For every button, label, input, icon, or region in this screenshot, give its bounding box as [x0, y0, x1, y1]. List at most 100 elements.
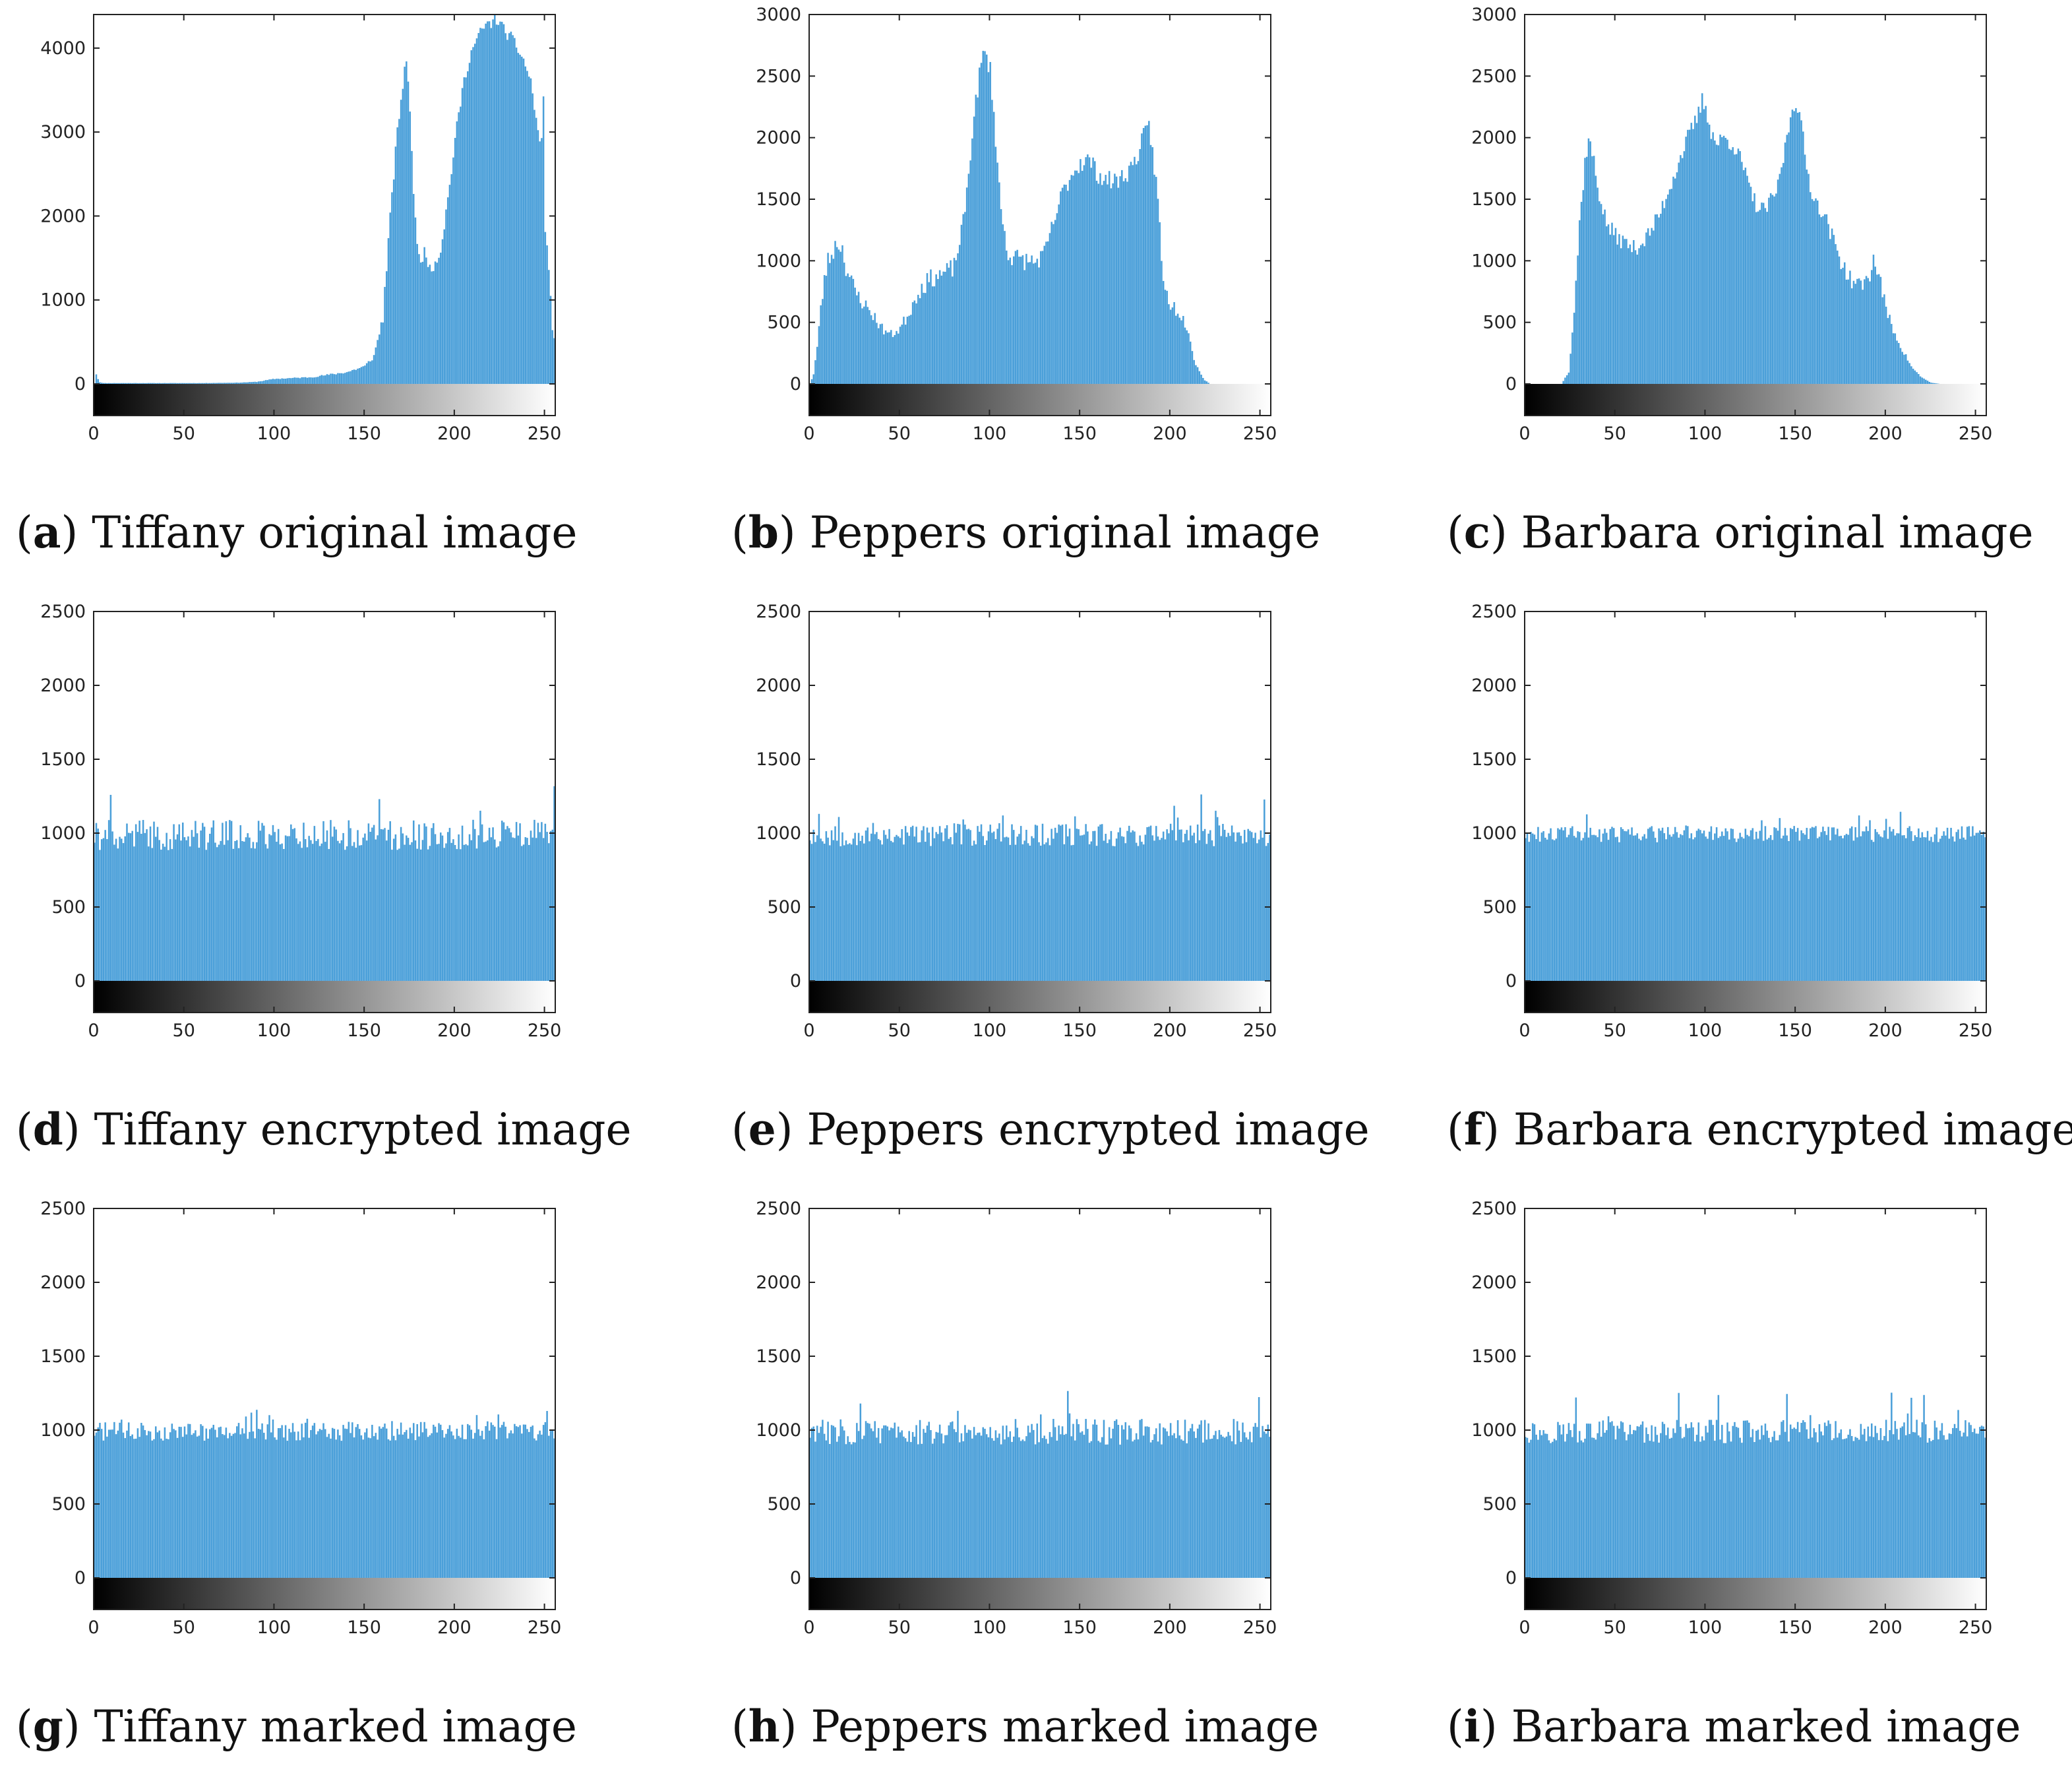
histogram-bar	[896, 1437, 898, 1578]
histogram-bar	[1184, 1420, 1186, 1578]
histogram-bar	[214, 1429, 216, 1578]
histogram-bar	[979, 831, 981, 981]
histogram-bar	[317, 377, 319, 384]
panel-letter: h	[748, 1701, 780, 1752]
histogram-bar	[960, 1433, 963, 1578]
histogram-bar	[109, 794, 112, 981]
histogram-bar	[1571, 1437, 1573, 1578]
histogram-bar	[1117, 187, 1120, 384]
histogram-bar	[1885, 1420, 1887, 1578]
histogram-bar	[549, 296, 552, 384]
histogram-bar	[1923, 837, 1925, 981]
histogram-bar	[454, 845, 456, 981]
histogram-bar	[510, 31, 512, 384]
histogram-bar	[1020, 257, 1022, 384]
histogram-bar	[1894, 835, 1897, 981]
histogram-bar	[1166, 290, 1168, 384]
histogram-bar	[256, 1410, 258, 1578]
histogram-bar	[162, 383, 164, 384]
histogram-bar	[333, 1429, 336, 1578]
histogram-bar	[517, 1427, 520, 1578]
histogram-bar	[854, 288, 856, 384]
histogram-bar	[168, 1439, 169, 1578]
y-tick-label: 2000	[1471, 128, 1517, 148]
histogram-bar	[277, 829, 280, 981]
panel-letter: d	[32, 1104, 63, 1155]
histogram-panel-c: 0 500 1000 1500 2000 2500 3000 0 50 100 150 200 250(…	[1431, 0, 2072, 580]
histogram-bar	[1557, 828, 1559, 981]
histogram-bar	[1910, 1397, 1912, 1578]
histogram-bar	[1953, 841, 1956, 981]
histogram-bar	[458, 1435, 460, 1578]
histogram-bar	[1683, 830, 1686, 981]
histogram-bar	[533, 109, 535, 385]
histogram-bar	[829, 845, 831, 981]
histogram-bar	[446, 832, 449, 981]
histogram-bar	[899, 838, 901, 981]
histogram-bar	[1734, 1422, 1736, 1578]
histogram-bar	[504, 1426, 506, 1578]
histogram-bar	[1081, 170, 1083, 384]
histogram-bar	[1038, 842, 1040, 981]
histogram-bar	[1612, 235, 1615, 384]
histogram-bar	[1247, 1439, 1249, 1578]
histogram-bar	[1847, 279, 1849, 384]
histogram-bar	[1052, 224, 1054, 384]
histogram-bar	[874, 1421, 876, 1578]
histogram-bar	[1087, 1429, 1089, 1578]
histogram-bar	[1146, 1426, 1148, 1578]
histogram-bar	[492, 827, 494, 981]
histogram-bar	[1661, 201, 1664, 384]
histogram-bar	[1249, 830, 1251, 981]
histogram-bar	[962, 1441, 964, 1578]
histogram-bar	[129, 383, 132, 384]
histogram-bar	[1955, 1427, 1958, 1578]
histogram-bar	[1806, 170, 1808, 384]
histogram-bar	[921, 1443, 923, 1578]
histogram-bar	[1051, 829, 1052, 981]
histogram-bar	[1916, 1420, 1918, 1578]
histogram-bar	[876, 832, 878, 981]
histogram-bar	[225, 383, 228, 384]
histogram-bar	[1773, 1431, 1775, 1578]
y-tick-label: 1000	[1471, 251, 1517, 271]
y-tick-label: 2000	[40, 206, 86, 226]
histogram-bar	[1173, 805, 1175, 981]
histogram-bar	[490, 837, 493, 981]
histogram-bar	[1068, 179, 1071, 384]
histogram-bar	[237, 1423, 240, 1578]
histogram-bar	[441, 239, 444, 384]
histogram-bar	[1176, 313, 1179, 384]
histogram-bar	[1620, 827, 1622, 981]
histogram-bar	[362, 1439, 364, 1578]
histogram-bar	[1918, 1435, 1920, 1578]
histogram-bar	[301, 377, 303, 384]
histogram-bar	[210, 827, 213, 981]
histogram-bar	[1757, 211, 1759, 384]
histogram-bar	[830, 830, 833, 981]
panel-caption-text: Tiffany encrypted image	[94, 1104, 632, 1155]
x-tick-label: 250	[528, 1617, 562, 1638]
histogram-bar	[822, 1420, 824, 1578]
histogram-bar	[541, 1434, 543, 1578]
histogram-bar	[1737, 148, 1740, 384]
histogram-bar	[326, 830, 328, 981]
histogram-bar	[514, 838, 516, 981]
histogram-bar	[1784, 1431, 1786, 1578]
histogram-bar	[1766, 1430, 1768, 1578]
histogram-bar	[1110, 830, 1112, 981]
histogram-bar	[977, 1433, 979, 1578]
histogram-bar	[1703, 109, 1705, 384]
histogram-bar	[304, 839, 307, 981]
histogram-bar	[825, 276, 828, 384]
histogram-bar	[987, 72, 990, 384]
histogram-bar	[178, 383, 181, 384]
histogram-bar	[1759, 1439, 1761, 1578]
histogram-bar	[303, 377, 305, 384]
y-tick-label: 500	[767, 313, 801, 333]
histogram-bar	[928, 832, 930, 981]
histogram-bar	[1180, 829, 1182, 981]
histogram-bar	[1072, 1423, 1074, 1578]
histogram-bar	[950, 837, 952, 981]
histogram-bar	[896, 330, 898, 384]
